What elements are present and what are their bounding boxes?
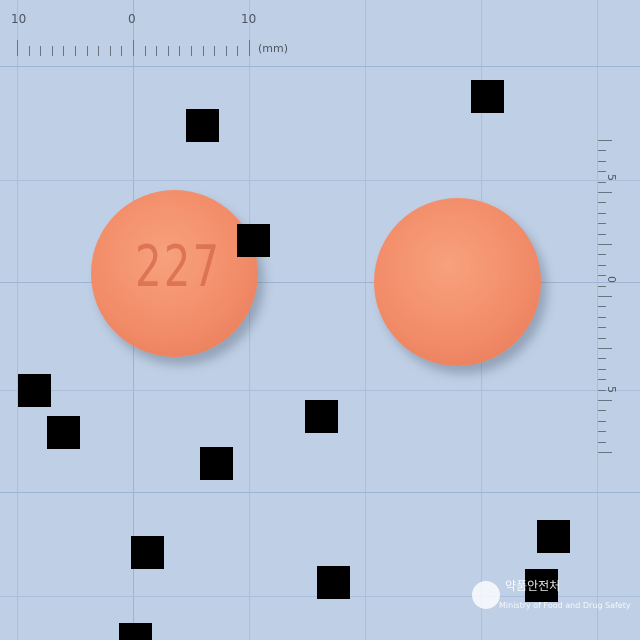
ruler-label-center: 0 <box>128 12 136 26</box>
ruler-tick <box>249 40 250 56</box>
ruler-unit-label: (mm) <box>258 42 289 55</box>
ruler-tick <box>598 389 606 391</box>
redaction-block <box>200 447 233 480</box>
ruler-tick <box>75 46 76 56</box>
ruler-tick <box>598 244 612 245</box>
ruler-tick <box>598 358 606 360</box>
redaction-block <box>237 224 270 257</box>
ruler-tick <box>598 420 606 422</box>
ruler-tick <box>598 171 606 173</box>
ruler-tick <box>28 46 30 56</box>
ruler-tick <box>51 46 53 56</box>
right-ruler: 5 0 5 <box>590 130 630 453</box>
ruler-tick <box>167 46 169 56</box>
ruler-tick <box>598 233 606 235</box>
ruler-tick <box>179 46 181 56</box>
ministry-emblem-icon <box>472 581 500 609</box>
ruler-tick <box>86 46 88 56</box>
ruler-tick <box>214 46 216 56</box>
redaction-block <box>537 520 570 553</box>
ruler-tick <box>133 40 134 56</box>
ruler-tick <box>40 46 42 56</box>
ruler-tick <box>598 202 606 204</box>
ruler-tick <box>598 264 606 266</box>
ruler-tick <box>598 212 606 214</box>
grid-line <box>0 180 640 181</box>
ruler-tick <box>598 223 606 225</box>
grid-line <box>0 282 640 283</box>
right-ruler-label-center: 0 <box>605 276 618 283</box>
ruler-tick <box>598 192 612 193</box>
redaction-block <box>471 80 504 113</box>
top-ruler: 10 0 10 (mm) <box>0 0 640 66</box>
grid-line <box>0 492 640 493</box>
ruler-label-right: 10 <box>241 12 257 26</box>
ruler-tick <box>598 337 606 339</box>
ministry-name-english: Ministry of Food and Drug Safety <box>499 601 631 610</box>
ruler-tick <box>598 379 606 381</box>
ruler-tick <box>144 46 146 56</box>
pill-imprint: 227 <box>135 233 222 300</box>
ruler-tick <box>598 296 612 297</box>
ruler-tick <box>191 46 192 56</box>
grid-line <box>249 0 250 640</box>
redaction-block <box>305 400 338 433</box>
ruler-tick <box>109 46 111 56</box>
ruler-tick <box>598 316 606 318</box>
ruler-tick <box>598 368 606 370</box>
right-ruler-label-bottom: 5 <box>605 386 618 393</box>
ruler-tick <box>598 275 606 277</box>
ruler-tick <box>17 40 18 56</box>
ruler-tick <box>598 327 606 329</box>
ministry-logo: 약품안전처 Ministry of Food and Drug Safety <box>472 574 631 624</box>
ruler-tick <box>598 400 612 401</box>
ruler-tick <box>598 285 606 287</box>
ministry-name-korean: 약품안전처 <box>505 579 561 593</box>
grid-line <box>0 66 640 67</box>
ruler-tick <box>598 181 606 183</box>
redaction-block <box>317 566 350 599</box>
redaction-block <box>47 416 80 449</box>
ruler-label-left: 10 <box>11 12 27 26</box>
grid-line <box>597 0 598 640</box>
ruler-tick <box>98 46 100 56</box>
ruler-tick <box>237 46 239 56</box>
ruler-tick <box>598 441 606 443</box>
ruler-tick <box>598 306 606 308</box>
redaction-block <box>186 109 219 142</box>
ruler-tick <box>598 254 606 256</box>
redaction-block <box>18 374 51 407</box>
ruler-tick <box>598 140 612 141</box>
left-pill: 227 <box>91 190 258 357</box>
grid-line <box>365 0 366 640</box>
ruler-tick <box>202 46 204 56</box>
redaction-block <box>525 569 558 602</box>
ruler-tick <box>598 348 612 349</box>
ruler-tick <box>225 46 227 56</box>
right-ruler-label-top: 5 <box>605 174 618 181</box>
ruler-tick <box>598 150 606 152</box>
right-pill <box>374 198 541 366</box>
ruler-tick <box>598 431 606 433</box>
ruler-tick <box>598 160 606 162</box>
grid-line <box>0 390 640 391</box>
ruler-tick <box>598 452 612 453</box>
redaction-block <box>131 536 164 569</box>
redaction-block <box>119 623 152 640</box>
ruler-tick <box>598 410 606 412</box>
ruler-tick <box>63 46 65 56</box>
ruler-tick <box>156 46 158 56</box>
grid-line <box>17 0 18 640</box>
ruler-tick <box>121 46 123 56</box>
